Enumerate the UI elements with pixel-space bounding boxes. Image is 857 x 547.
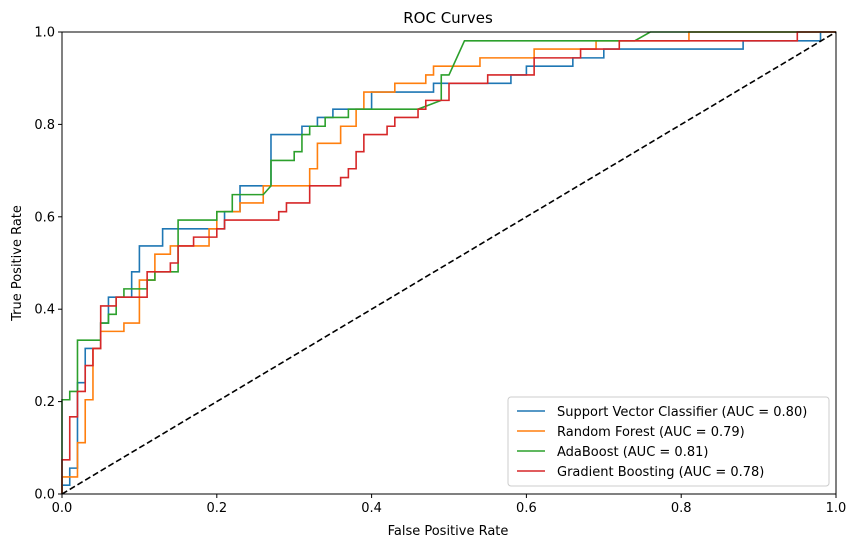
y-axis-label: True Positive Rate	[10, 205, 25, 322]
y-tick-label: 0.6	[34, 210, 55, 225]
x-tick-label: 0.8	[671, 501, 692, 516]
roc-line-series-3	[61, 31, 836, 494]
plot-frame	[61, 31, 837, 495]
legend-entry-label: Gradient Boosting (AUC = 0.78)	[557, 465, 764, 480]
y-tick-label: 1.0	[34, 26, 55, 41]
y-tick-label: 0.2	[34, 395, 55, 410]
x-tick-label: 0.4	[361, 501, 382, 516]
legend-entry-label: Random Forest (AUC = 0.79)	[557, 425, 745, 440]
chart-title: ROC Curves	[403, 9, 493, 27]
x-tick-label: 0.0	[52, 501, 73, 516]
x-axis-ticks: 0.0 0.2 0.4 0.6 0.8 1.0	[52, 494, 847, 516]
legend: Support Vector Classifier (AUC = 0.80) Ra…	[507, 396, 830, 487]
plot-area: 0.0 0.2 0.4 0.6 0.8 1.0 0.0 0.2 0.4 0.6 0.8 1.0	[34, 26, 846, 517]
series-layer	[61, 31, 836, 494]
x-tick-label: 1.0	[826, 501, 847, 516]
y-axis-ticks: 0.0 0.2 0.4 0.6 0.8 1.0	[34, 26, 62, 503]
legend-entry-label: AdaBoost (AUC = 0.81)	[557, 445, 708, 460]
y-tick-label: 0.4	[34, 303, 55, 318]
x-tick-label: 0.2	[206, 501, 227, 516]
y-tick-label: 0.0	[34, 488, 55, 503]
legend-box	[507, 396, 830, 487]
chance-diagonal-line	[61, 31, 837, 495]
x-axis-label: False Positive Rate	[388, 524, 509, 539]
y-tick-label: 0.8	[34, 118, 55, 133]
roc-line-series-4	[61, 31, 836, 494]
x-tick-label: 0.6	[516, 501, 537, 516]
legend-entry-label: Support Vector Classifier (AUC = 0.80)	[557, 405, 807, 420]
